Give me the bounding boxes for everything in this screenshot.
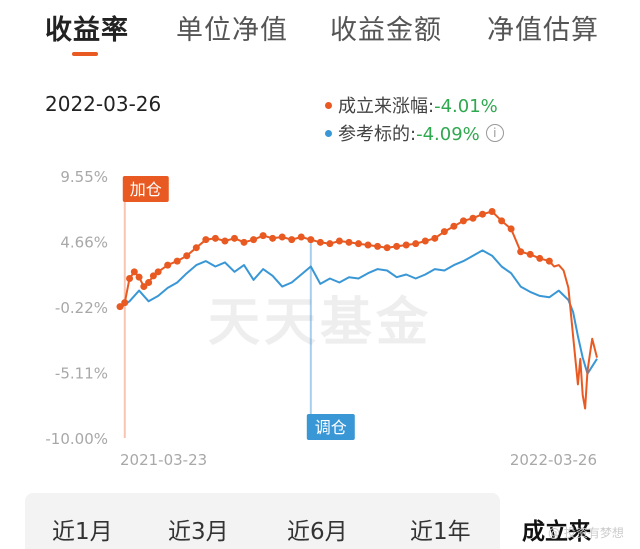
y-tick-label: -0.22% (55, 299, 108, 317)
tab-yield-rate[interactable]: 收益率 (45, 15, 129, 46)
info-icon[interactable]: i (485, 124, 504, 142)
fund-legend-value: -4.01% (434, 96, 498, 117)
fund-point (269, 234, 277, 242)
rebalance-marker-label: 调仓 (315, 418, 347, 437)
fund-point (288, 236, 296, 244)
fund-point (121, 299, 129, 307)
fund-legend-label: 成立来涨幅: (338, 96, 435, 117)
fund-point (116, 303, 124, 311)
chart-type-tabs: 收益率 单位净值 收益金额 净值估算 (0, 0, 640, 60)
fund-point (469, 214, 477, 222)
fund-point (259, 232, 267, 240)
period-3-months[interactable]: 近3月 (168, 519, 229, 545)
fund-point (135, 273, 143, 281)
fund-point (545, 257, 553, 265)
fund-point (393, 242, 401, 250)
fund-point (440, 228, 448, 236)
fund-point (498, 217, 506, 225)
x-tick-label: 2022-03-26 (510, 451, 597, 469)
fund-point (335, 237, 343, 245)
fund-point (507, 225, 515, 233)
fund-point (240, 238, 248, 246)
fund-point (526, 250, 534, 258)
selected-date: 2022-03-26 (45, 92, 162, 116)
fund-point (149, 272, 157, 280)
fund-point (202, 236, 210, 244)
fund-legend-dot (325, 101, 332, 109)
fund-point (297, 233, 305, 241)
rebalance-marker-box (306, 414, 355, 440)
fund-point (383, 244, 391, 252)
fund-point (412, 240, 420, 248)
fund-point (250, 236, 258, 244)
fund-point (364, 241, 372, 249)
fund-point (221, 237, 229, 245)
fund-point (450, 222, 458, 230)
benchmark-line (119, 249, 598, 375)
fund-point (431, 234, 439, 242)
fund-point (145, 279, 153, 287)
watermark-text: @ 投资有梦想 (548, 526, 624, 540)
fund-point (130, 268, 138, 276)
fund-point (355, 240, 362, 248)
fund-point (140, 283, 148, 291)
fund-point (230, 234, 238, 242)
fund-point (126, 275, 134, 283)
tab-nav-estimate[interactable]: 净值估算 (487, 15, 599, 46)
add-position-marker-box (122, 176, 169, 202)
fund-point (211, 234, 219, 242)
fund-point (183, 252, 191, 260)
fund-point (421, 237, 429, 245)
period-since-inception[interactable]: 成立来 (522, 519, 591, 545)
period-1-year[interactable]: 近1年 (410, 519, 471, 545)
fund-point (154, 268, 162, 276)
benchmark-legend-dot (325, 129, 332, 137)
fund-point (345, 238, 353, 246)
tab-unit-nav[interactable]: 单位净值 (176, 15, 288, 46)
fund-point (192, 244, 200, 252)
fund-point (517, 248, 525, 256)
legend-fund: 成立来涨幅:-4.01% (325, 92, 498, 118)
yield-chart: 天天基金 9.55% 4.66% -0.22% -5.11% -10.00% 2021-03… (45, 168, 598, 469)
period-6-months[interactable]: 近6月 (287, 519, 348, 545)
fund-point (402, 241, 410, 249)
fund-point (374, 242, 382, 250)
benchmark-legend-value: -4.09% (416, 124, 480, 145)
fund-point (326, 240, 334, 248)
fund-point (278, 233, 286, 241)
tab-profit-amount[interactable]: 收益金额 (330, 15, 442, 46)
background-watermark: 天天基金 (208, 292, 432, 353)
fund-point (479, 210, 487, 218)
period-1-month[interactable]: 近1月 (52, 519, 113, 545)
period-selector (25, 493, 500, 549)
fund-point (173, 257, 181, 265)
fund-point (307, 236, 315, 244)
fund-point (164, 261, 172, 269)
fund-point (488, 208, 496, 216)
y-tick-label: 4.66% (60, 234, 108, 252)
y-tick-label: 9.55% (60, 168, 108, 186)
y-tick-label: -10.00% (45, 430, 108, 448)
fund-point (459, 217, 467, 225)
y-tick-label: -5.11% (55, 365, 108, 383)
active-tab-indicator (72, 52, 98, 56)
add-position-marker-label: 加仓 (130, 180, 162, 199)
fund-point (536, 254, 544, 262)
benchmark-legend-label: 参考标的: (338, 124, 417, 145)
fund-point (316, 238, 324, 246)
legend-benchmark: 参考标的:-4.09% i (325, 120, 504, 146)
x-tick-label: 2021-03-23 (120, 451, 207, 469)
